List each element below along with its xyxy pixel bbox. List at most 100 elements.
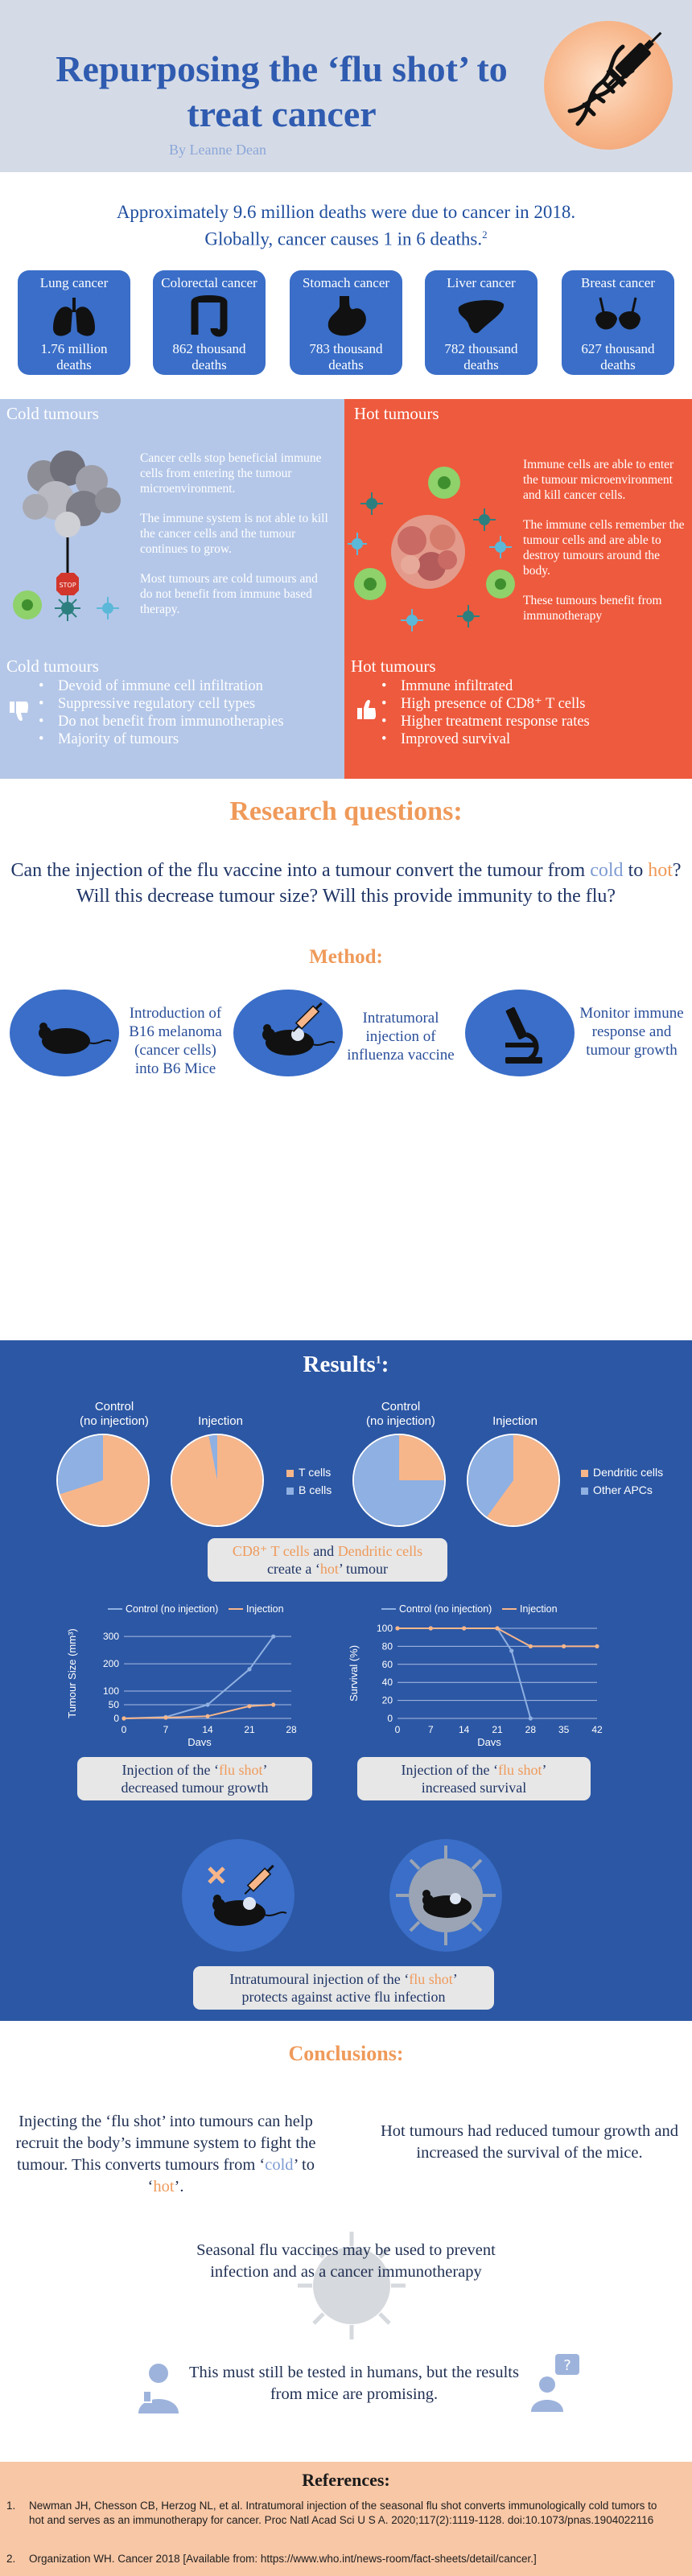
data-point (271, 1634, 276, 1639)
references-section: References: 1. Newman JH, Chesson CB, Her… (0, 2462, 692, 2576)
pie-label-line: (no injection) (80, 1414, 149, 1428)
y-tick-label: 100 (377, 1623, 393, 1634)
hot-word: hot (648, 860, 673, 881)
legend-swatch (286, 1469, 294, 1477)
pie-label-line: Control (94, 1400, 134, 1414)
list-item: High presence of CD8⁺ T cells (381, 695, 590, 713)
callout-text: Injection of the ‘ (122, 1762, 219, 1778)
y-tick-label: 200 (103, 1658, 119, 1669)
cold-paragraph: The immune system is not able to kill th… (140, 512, 328, 556)
callout-accent: hot (319, 1561, 339, 1577)
tumour-growth-chart: Control (no injection) Injection 0 50 100 200… (66, 1603, 297, 1746)
virus-icon (298, 2232, 406, 2339)
cold-paragraph: Most tumours are cold tumours and do not… (140, 572, 318, 616)
y-tick-label: 20 (382, 1695, 393, 1706)
hot-feature-list: Immune infiltrated High presence of CD8⁺… (381, 677, 590, 748)
hot-paragraph: These tumours benefit from immunotherapy (523, 594, 662, 623)
citation-1: 1 (375, 1354, 381, 1367)
method-step-2: Intratumoral injection of influenza vacc… (344, 1009, 457, 1064)
y-tick-label: 80 (382, 1640, 393, 1652)
conclusions-section: Conclusions: Injecting the ‘flu shot’ in… (0, 2021, 692, 2462)
citation-2: 2 (482, 228, 488, 241)
y-axis-label: Tumour Size (mm³) (66, 1628, 78, 1718)
syringe-dna-logo (544, 21, 673, 150)
card-value: 783 thousand (309, 341, 383, 356)
cold-paragraph: Cancer cells stop beneficial immune cell… (140, 451, 322, 496)
hot-tumours-panel: Hot tumours Immune cells are able to ent… (344, 399, 692, 779)
data-point (495, 1626, 500, 1631)
hot-description: Immune cells are able to enter the tumou… (523, 457, 689, 638)
reference-text: Newman JH, Chesson CB, Herzog NL, et al.… (29, 2500, 657, 2526)
stat-card-stomach: Stomach cancer 783 thousand deaths (290, 270, 402, 375)
statistics-lead: Approximately 9.6 million deaths were du… (0, 201, 692, 251)
vaccinated-mouse-illustration (182, 1839, 295, 1952)
pie-label-injection: Injection (492, 1414, 538, 1428)
step-line: B16 melanoma (129, 1023, 222, 1040)
y-tick-label: 60 (382, 1659, 393, 1670)
stomach-icon (327, 296, 366, 336)
hot-title: Hot tumours (354, 404, 439, 423)
legend-label: Control (no injection) (399, 1603, 492, 1615)
step-line: injection of (365, 1028, 436, 1045)
list-item: Devoid of immune cell infiltration (39, 677, 284, 695)
hot-word: hot (153, 2178, 175, 2195)
statistics-line-2: Globally, cancer causes 1 in 6 deaths. (204, 228, 483, 249)
list-item: Improved survival (381, 730, 590, 748)
data-point (528, 1716, 533, 1721)
list-item: Higher treatment response rates (381, 713, 590, 730)
results-heading-text: Results (303, 1352, 376, 1377)
step-line: Introduction of (129, 1005, 222, 1022)
x-tick-label: 14 (202, 1724, 213, 1735)
y-axis-label: Survival (%) (348, 1645, 360, 1702)
callout-text: Intratumoural injection of the ‘ (229, 1971, 410, 1987)
list-item: Majority of tumours (39, 730, 284, 748)
pie-label-injection: Injection (198, 1414, 243, 1428)
x-tick-label: 28 (286, 1724, 297, 1735)
data-point (163, 1715, 168, 1720)
card-name: Lung cancer (39, 275, 109, 290)
thumbs-down-icon (10, 702, 29, 722)
x-tick-label: 21 (244, 1724, 255, 1735)
reference-item: 2. Organization WH. Cancer 2018 [Availabl… (6, 2552, 665, 2566)
legend-swatch (286, 1487, 294, 1495)
legend-label: Control (no injection) (126, 1603, 218, 1615)
question-person-icon: ? (531, 2354, 579, 2412)
callout-accent: flu shot (497, 1762, 542, 1778)
card-value: 1.76 million (40, 341, 108, 356)
legend-item: Other APCs (581, 1483, 653, 1496)
y-tick-label: 0 (113, 1713, 119, 1724)
callout-text: increased survival (421, 1780, 527, 1796)
mouse-syringe-icon (262, 1002, 336, 1056)
statistics-line-1: Approximately 9.6 million deaths were du… (116, 202, 576, 222)
callout-accent: CD8⁺ T cells (232, 1543, 310, 1559)
x-tick-label: 0 (395, 1724, 401, 1735)
card-unit: deaths (56, 357, 92, 372)
data-point (562, 1644, 566, 1648)
reference-number: 2. (6, 2553, 16, 2565)
legend-label: B cells (299, 1483, 332, 1496)
cold-word: cold (590, 860, 624, 881)
conclusion-text: ’ to ‘ (147, 2156, 315, 2195)
x-tick-label: 7 (163, 1724, 169, 1735)
conclusion-center: Seasonal flu vaccines may be used to pre… (196, 2241, 496, 2281)
y-tick-label: 100 (103, 1685, 119, 1697)
x-axis-label: Days (187, 1736, 212, 1746)
card-unit: deaths (600, 357, 636, 372)
step-line: tumour growth (586, 1042, 678, 1059)
pie-label-line: (no injection) (366, 1414, 435, 1428)
cold-title: Cold tumours (6, 404, 99, 423)
scientist-icon (138, 2364, 179, 2413)
callout-text: ’ (262, 1762, 268, 1778)
pie-chart-tcells-injection (172, 1435, 262, 1525)
pie-chart-tcells-control (58, 1435, 148, 1525)
card-name: Colorectal cancer (161, 275, 257, 290)
x-tick-label: 42 (591, 1724, 603, 1735)
hot-list-title: Hot tumours (351, 656, 436, 676)
mouse-injection-illustration (233, 990, 343, 1076)
legend-label: Other APCs (593, 1483, 653, 1496)
data-point (271, 1702, 276, 1707)
mouse-icon (39, 1023, 112, 1054)
legend-label: Injection (520, 1603, 558, 1615)
stat-card-breast: Breast cancer 627 thousand deaths (562, 270, 674, 375)
stop-sign-text: STOP (59, 582, 76, 589)
